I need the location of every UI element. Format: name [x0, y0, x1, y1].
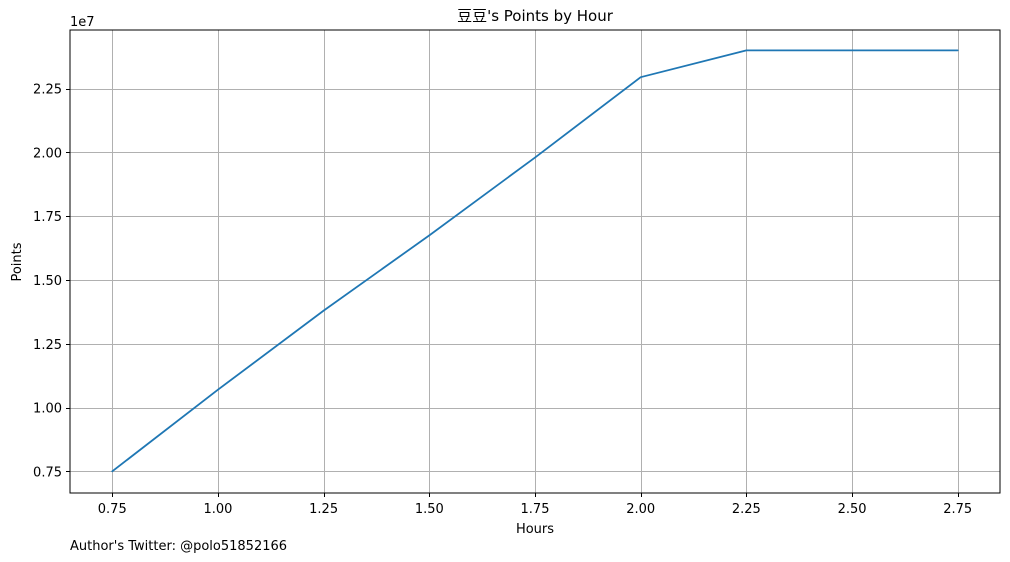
x-axis-label: Hours	[516, 522, 554, 537]
y-tick-label: 2.25	[33, 83, 62, 98]
x-tick-label: 2.75	[943, 502, 972, 517]
grid-layer	[70, 30, 1000, 493]
x-tick-label: 1.75	[521, 502, 550, 517]
y-tick-label: 1.00	[33, 402, 62, 417]
x-tick-label: 1.25	[309, 502, 338, 517]
y-tick-label: 0.75	[33, 465, 62, 480]
series-line	[111, 49, 959, 473]
x-tick-label: 2.50	[838, 502, 867, 517]
x-tick-label: 2.00	[626, 502, 655, 517]
y-tick-label: 1.50	[33, 274, 62, 289]
x-tick-label: 0.75	[98, 502, 127, 517]
author-footer: Author's Twitter: @polo51852166	[70, 539, 287, 554]
series-layer	[111, 49, 959, 473]
chart-title: 豆豆's Points by Hour	[457, 7, 614, 25]
x-tick-label: 1.00	[203, 502, 232, 517]
y-tick-label: 1.25	[33, 338, 62, 353]
y-axis-offset-label: 1e7	[70, 15, 95, 30]
y-tick-label: 1.75	[33, 210, 62, 225]
labels-layer: 0.75 1.00 1.25 1.50 1.75 2.00 2.25 2.50 2.75 0.75…	[33, 83, 972, 517]
y-tick-label: 2.00	[33, 146, 62, 161]
x-tick-label: 2.25	[732, 502, 761, 517]
x-tick-label: 1.50	[415, 502, 444, 517]
ticks-layer	[66, 89, 959, 497]
y-axis-label: Points	[10, 242, 25, 281]
